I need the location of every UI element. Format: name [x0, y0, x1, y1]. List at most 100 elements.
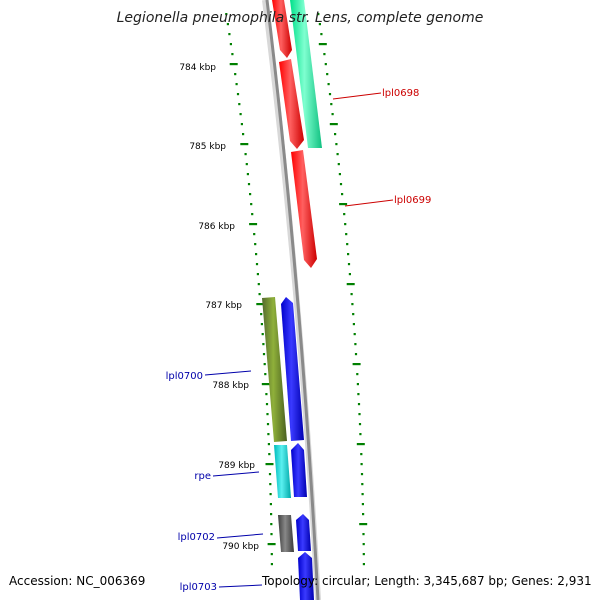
backbone	[265, 0, 320, 601]
feature-olive	[262, 297, 287, 442]
scale-tick-minor	[359, 433, 362, 436]
scale-tick-minor	[360, 463, 363, 466]
scale-tick-minor	[362, 553, 365, 556]
scale-tick-minor	[330, 103, 333, 106]
scale-tick-major	[240, 143, 249, 146]
scale-tick-major	[267, 543, 276, 546]
scale-tick-minor	[362, 513, 365, 516]
scale-tick-minor	[255, 263, 259, 266]
scale-tick-minor	[327, 83, 330, 86]
page-title: Legionella pneumophila str. Lens, comple…	[116, 10, 484, 26]
scale-tick-minor	[262, 353, 266, 356]
tick-label: 789 kbp	[218, 461, 255, 471]
tick-label: 786 kbp	[198, 222, 235, 232]
scale-tick-minor	[246, 173, 249, 176]
scale-tick-minor	[245, 163, 248, 166]
scale-tick-minor	[250, 203, 253, 206]
scale-tick-minor	[361, 503, 364, 506]
feature-lpl0699-block	[291, 150, 317, 268]
gene-label-rpe[interactable]: rpe	[194, 471, 211, 482]
scale-tick-minor	[266, 413, 269, 416]
callout-lpl0702	[216, 533, 264, 539]
scale-tick-minor	[242, 133, 245, 136]
scale-tick-minor	[251, 213, 254, 216]
scale-tick-minor	[266, 423, 270, 426]
feature-red-top	[272, 0, 292, 58]
scale-tick-minor	[260, 313, 263, 316]
scale-tick-minor	[352, 313, 355, 316]
scale-tick-minor	[336, 153, 339, 156]
genome-summary-text: Topology: circular; Length: 3,345,687 bp…	[262, 574, 592, 588]
gene-label-lpl0698[interactable]: lpl0698	[382, 88, 419, 99]
scale-tick-minor	[253, 233, 256, 236]
gene-label-lpl0703[interactable]: lpl0703	[180, 582, 217, 593]
scale-tick-minor	[228, 33, 231, 36]
scale-tick-minor	[265, 403, 269, 406]
scale-tick-minor	[265, 393, 268, 396]
scale-tick-minor	[240, 123, 243, 126]
scale-tick-minor	[261, 333, 264, 336]
scale-tick-minor	[269, 503, 272, 506]
scale-tick-minor	[270, 533, 273, 536]
scale-tick-minor	[267, 443, 270, 446]
accession-text: Accession: NC_006369	[9, 574, 146, 588]
scale-tick-minor	[269, 493, 272, 496]
scale-tick-minor	[362, 563, 365, 566]
scale-tick-major	[346, 283, 355, 286]
scale-tick-minor	[264, 373, 267, 376]
scale-tick-minor	[235, 83, 238, 86]
callout-rpe	[212, 471, 260, 477]
scale-tick-minor	[260, 323, 263, 326]
scale-tick-minor	[326, 73, 329, 76]
scale-tick-minor	[256, 273, 259, 276]
scale-tick-minor	[324, 63, 327, 66]
tick-label: 784 kbp	[179, 63, 216, 73]
scale-tick-minor	[267, 433, 270, 436]
scale-tick-minor	[226, 23, 229, 26]
scale-tick-minor	[338, 173, 341, 176]
scale-tick-minor	[357, 403, 361, 406]
scale-tick-minor	[357, 393, 360, 396]
scale-tick-minor	[262, 343, 265, 346]
scale-tick-minor	[318, 23, 321, 26]
gene-label-lpl0702[interactable]: lpl0702	[178, 532, 215, 543]
scale-tick-minor	[234, 73, 237, 76]
feature-rpe-block	[274, 445, 291, 498]
scale-tick-major	[261, 383, 270, 386]
scale-tick-major	[318, 43, 327, 46]
tick-label: 787 kbp	[205, 301, 242, 311]
callout-lpl0699	[344, 199, 394, 207]
scale-tick-minor	[350, 293, 353, 296]
scale-tick-minor	[254, 243, 257, 246]
tick-label: 788 kbp	[212, 381, 249, 391]
scale-tick-minor	[346, 243, 349, 246]
feature-lpl0703-block	[298, 552, 314, 600]
scale-tick-major	[352, 363, 361, 366]
scale-tick-minor	[263, 363, 266, 366]
scale-tick-minor	[268, 453, 271, 456]
scale-tick-minor	[353, 333, 356, 336]
callout-lpl0698	[332, 92, 382, 100]
scale-tick-minor	[229, 43, 232, 46]
scale-tick-minor	[331, 113, 334, 116]
scale-tick-minor	[270, 523, 273, 526]
scale-tick-minor	[358, 413, 361, 416]
gene-label-lpl0699[interactable]: lpl0699	[394, 195, 431, 206]
scale-tick-minor	[347, 263, 351, 266]
scale-tick-minor	[238, 103, 241, 106]
scale-tick-minor	[231, 53, 234, 56]
feature-blue-large	[281, 297, 304, 441]
scale-tick-minor	[362, 543, 365, 546]
feature-lpl0698-block	[279, 59, 304, 149]
scale-tick-minor	[351, 303, 354, 306]
tick-label: 785 kbp	[189, 142, 226, 152]
scale-tick-minor	[361, 493, 364, 496]
scale-tick-minor	[354, 353, 358, 356]
scale-tick-minor	[249, 193, 252, 196]
scale-tick-minor	[257, 283, 260, 286]
scale-tick-minor	[360, 473, 364, 476]
gene-label-lpl0700[interactable]: lpl0700	[166, 371, 203, 382]
scale-tick-minor	[352, 323, 355, 326]
